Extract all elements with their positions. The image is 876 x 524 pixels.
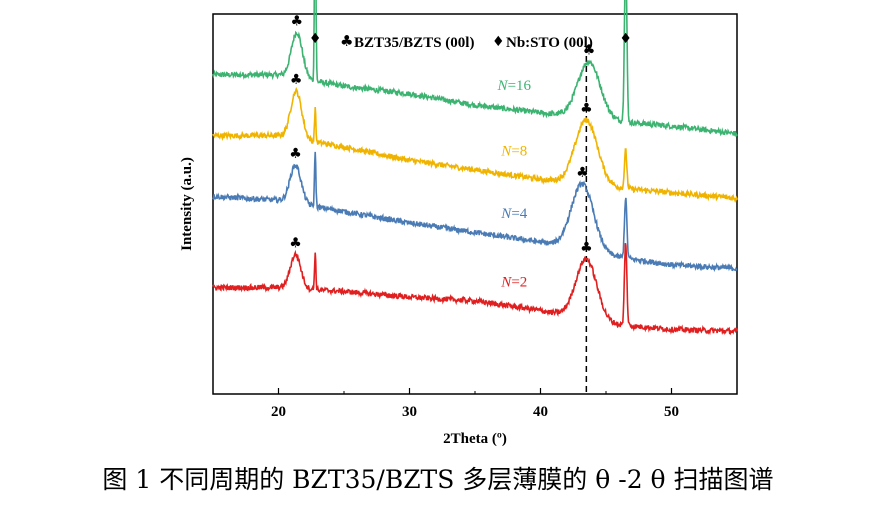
peak-marker: ♣ <box>580 240 593 256</box>
peak-marker: ♣ <box>289 235 302 251</box>
series-label: N=8 <box>500 144 527 160</box>
x-tick-label: 40 <box>533 404 548 420</box>
series-line-2 <box>212 151 738 273</box>
plot-frame <box>212 13 738 395</box>
plot-area <box>212 13 738 395</box>
peak-marker: ♣ <box>580 101 593 117</box>
peak-marker: ♣ <box>583 42 596 58</box>
series-line-1 <box>212 86 738 203</box>
peak-marker: ♣ <box>289 146 302 162</box>
peak-marker: ♣ <box>576 165 589 181</box>
peak-marker: ♣ <box>291 13 304 29</box>
legend-diamond-symbol: ♦ <box>492 34 505 50</box>
series-line-0 <box>212 0 738 138</box>
legend-entry-sto: Nb:STO (00l) <box>506 35 593 51</box>
y-axis-label: Intensity (a.u.) <box>179 157 195 251</box>
chart-legend: ♣ BZT35/BZTS (00l) ♦ Nb:STO (00l) <box>340 32 593 51</box>
top-peak-marker: ♦ <box>619 31 632 47</box>
x-tick-label: 20 <box>271 404 286 420</box>
figure-caption: 图 1 不同周期的 BZT35/BZTS 多层薄膜的 θ -2 θ 扫描图谱 <box>102 465 774 494</box>
x-tick-label: 30 <box>402 404 417 420</box>
series-label: N=2 <box>500 275 527 291</box>
top-peak-marker: ♦ <box>309 31 322 47</box>
series-label: N=4 <box>500 206 527 222</box>
x-tick-label: 50 <box>664 404 679 420</box>
legend-entry-bzt: BZT35/BZTS (00l) <box>354 35 474 51</box>
series-label: N=16 <box>497 78 532 94</box>
x-axis-label: 2Theta (º) <box>443 431 507 447</box>
series-line-3 <box>212 243 738 336</box>
legend-club-symbol: ♣ <box>340 32 353 50</box>
peak-marker: ♣ <box>290 72 303 88</box>
